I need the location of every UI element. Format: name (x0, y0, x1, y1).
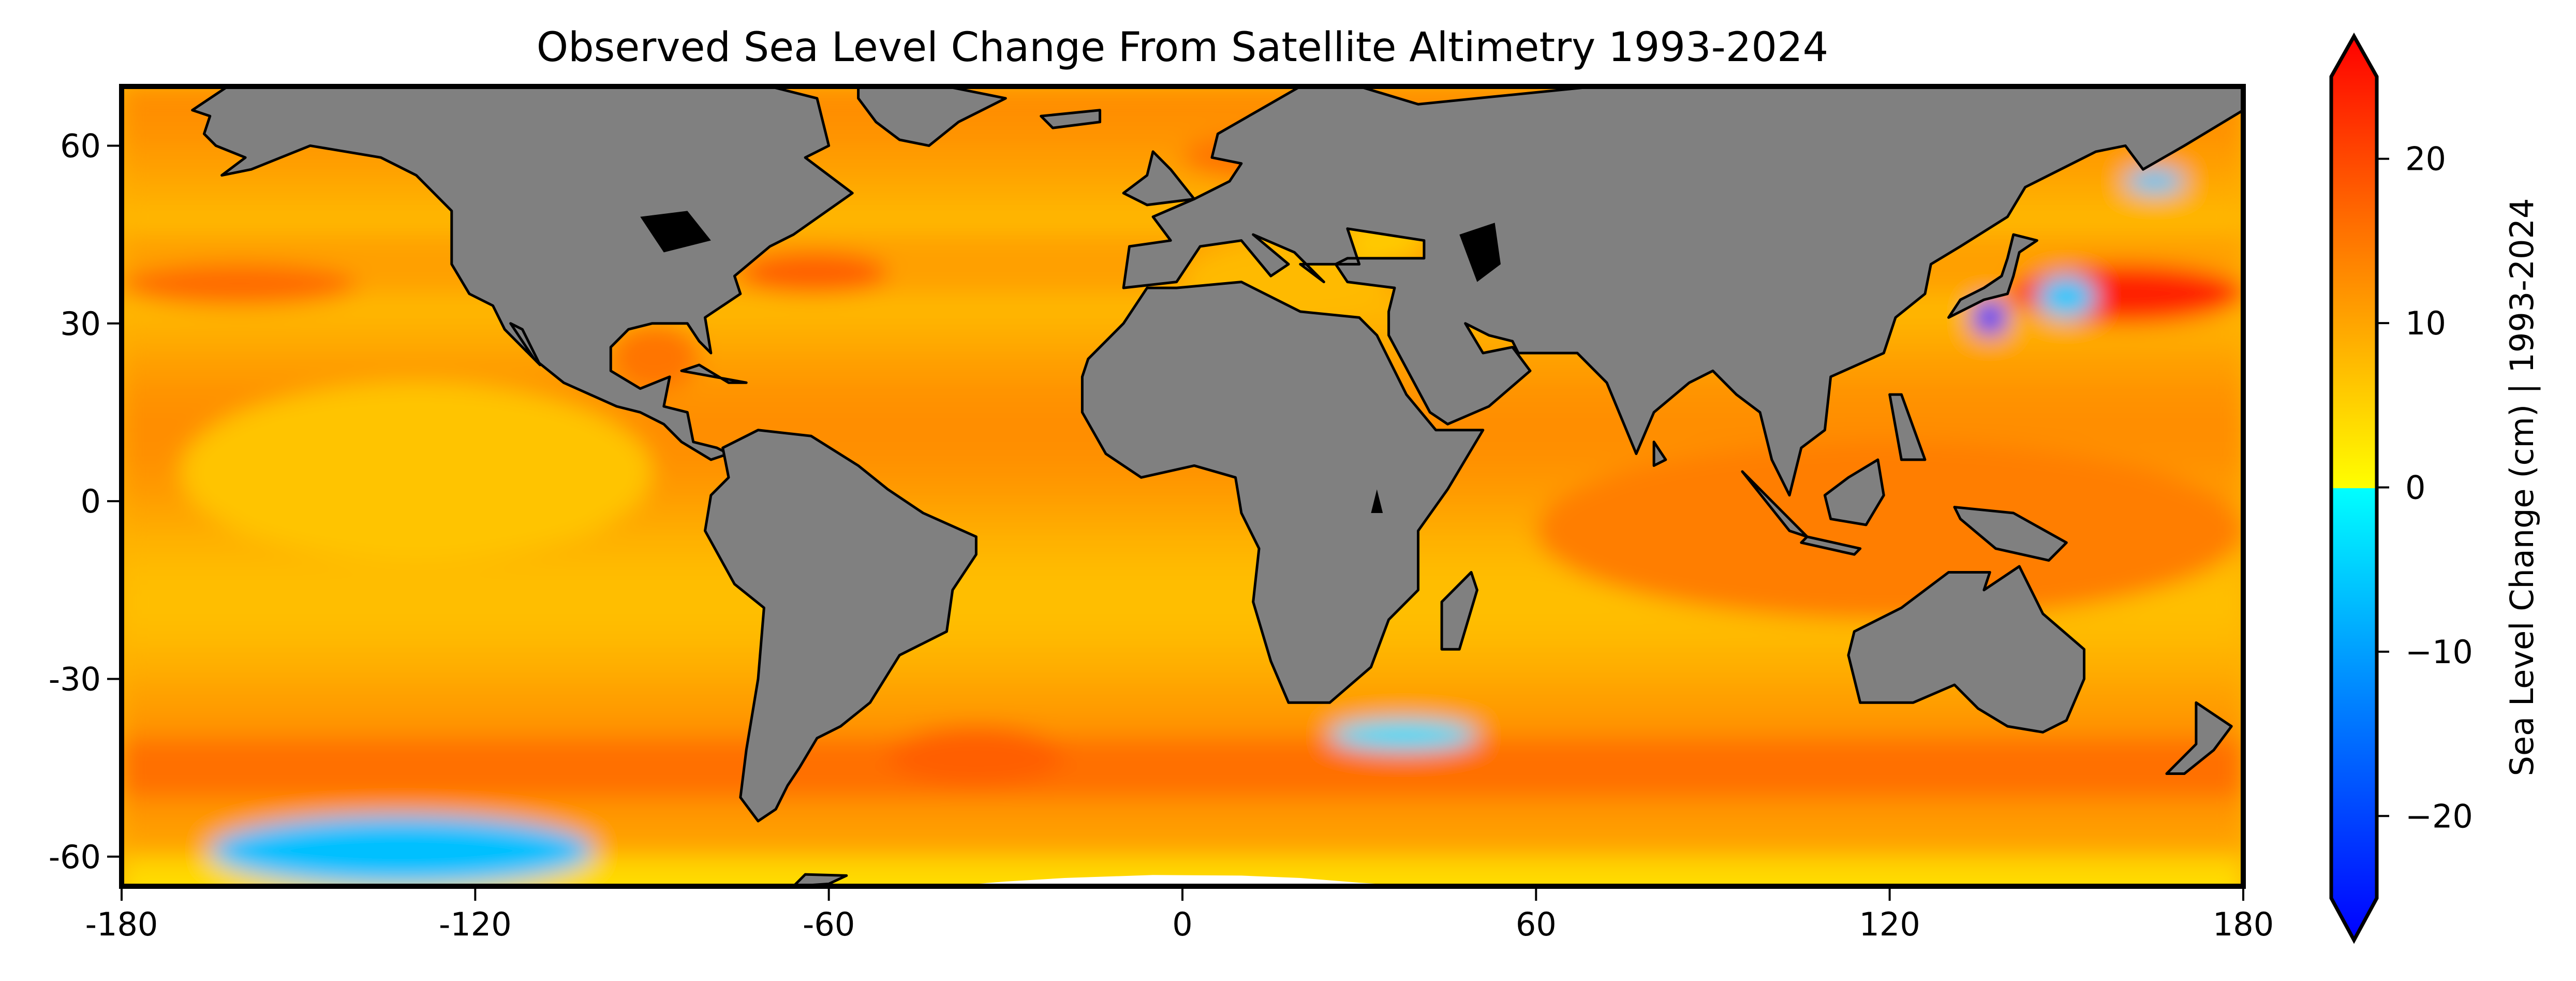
chart-title: Observed Sea Level Change From Satellite… (537, 24, 1829, 71)
colorbar-ticks: 20 10 0 −10 −20 (2377, 140, 2473, 835)
x-tick-label: 120 (1859, 905, 1920, 943)
map-area (122, 86, 2243, 886)
nodata-region (946, 875, 1418, 886)
field-region (740, 252, 888, 294)
land-polygon (857, 86, 1007, 147)
land-polygon (1122, 150, 1196, 207)
colorbar-tick-label: −10 (2405, 633, 2473, 671)
land-polygon (1040, 109, 1102, 129)
y-tick-label: -60 (49, 838, 101, 876)
y-tick-label: 0 (81, 482, 101, 520)
x-tick-label: 180 (2213, 905, 2274, 943)
field-region (1972, 300, 2008, 335)
colorbar-bar (2329, 32, 2379, 944)
colorbar-label: Sea Level Change (cm) | 1993-2024 (2503, 198, 2541, 777)
field-region (1329, 720, 1477, 750)
land-polygon (1888, 393, 1927, 461)
field-region (1536, 442, 2243, 620)
land-polygon (1823, 458, 1885, 526)
land-polygon (680, 363, 748, 384)
field-band (122, 738, 2243, 769)
field-band (122, 708, 2243, 739)
colorbar-tick-label: 20 (2405, 140, 2446, 178)
x-axis: -180 -120 -60 0 60 120 180 (85, 889, 2274, 943)
x-tick-label: -60 (803, 905, 855, 943)
field-band (122, 768, 2243, 798)
colorbar-tick-label: −20 (2405, 797, 2473, 835)
field-region (2125, 169, 2185, 193)
land-polygon (1847, 565, 2085, 734)
colorbar-tick-label: 10 (2405, 304, 2446, 342)
field-region (2037, 276, 2096, 318)
lake (1371, 489, 1383, 513)
lake (640, 211, 711, 253)
x-tick-label: -180 (85, 905, 158, 943)
land-polygon (1440, 570, 1478, 651)
lake (1459, 223, 1501, 282)
y-axis: 60 30 0 -30 -60 (49, 127, 119, 876)
field-region (887, 726, 1065, 786)
land-polygon (1080, 281, 1485, 704)
land-masses (191, 86, 2243, 886)
y-tick-label: -30 (49, 660, 101, 698)
y-tick-label: 30 (60, 305, 101, 343)
x-tick-label: 0 (1172, 905, 1192, 943)
field-region (611, 323, 700, 389)
land-polygon (704, 429, 978, 823)
land-polygon (1947, 233, 2038, 319)
colorbar-tick-label: 0 (2405, 469, 2425, 507)
field-region (122, 264, 358, 306)
x-tick-label: 60 (1516, 905, 1557, 943)
land-polygon (2165, 701, 2233, 775)
land-polygon (1800, 535, 1862, 556)
land-polygon (191, 86, 854, 461)
land-polygon (1953, 506, 2068, 562)
y-tick-label: 60 (60, 127, 101, 165)
map-frame (119, 84, 2246, 889)
field-region (210, 815, 593, 886)
land-polygon (1652, 441, 1667, 467)
land-polygon (1122, 86, 2243, 497)
field-region (180, 383, 652, 561)
x-tick-label: -120 (439, 905, 512, 943)
colorbar: 20 10 0 −10 −20 Sea Level Change (cm) | 1993… (2329, 32, 2541, 944)
